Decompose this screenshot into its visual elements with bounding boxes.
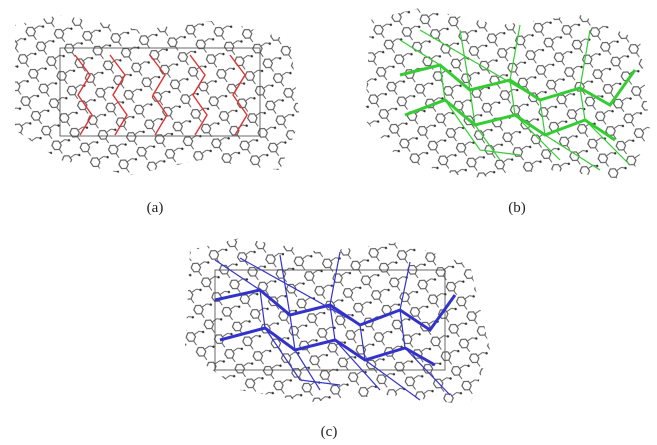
figure: (a) (b) (c) bbox=[0, 0, 657, 445]
panel-c: (c) bbox=[185, 238, 490, 440]
molecular-packing bbox=[365, 8, 650, 180]
molecular-packing bbox=[15, 15, 300, 175]
panel-label: (c) bbox=[321, 424, 338, 440]
panel-b: (b) bbox=[365, 8, 650, 216]
panel-a: (a) bbox=[15, 15, 300, 216]
panel-label: (b) bbox=[508, 200, 526, 216]
panel-label: (a) bbox=[147, 200, 164, 216]
